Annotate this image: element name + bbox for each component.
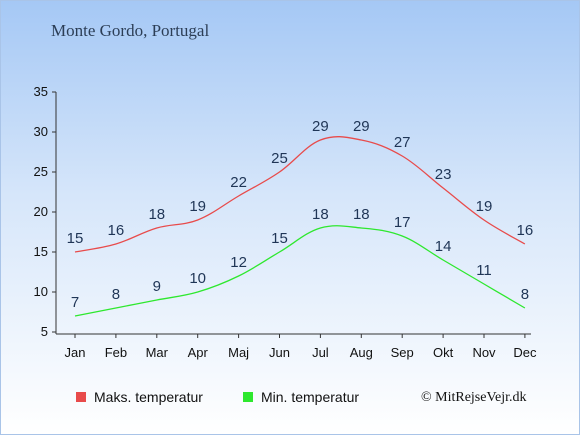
legend-label-min: Min. temperatur xyxy=(261,389,360,405)
data-label: 15 xyxy=(271,230,288,247)
chart-title: Monte Gordo, Portugal xyxy=(51,21,210,40)
data-label: 29 xyxy=(353,118,370,135)
x-tick-label: Jan xyxy=(65,345,86,360)
x-tick-label: Dec xyxy=(513,345,537,360)
data-label: 27 xyxy=(394,134,411,151)
data-label: 8 xyxy=(521,286,529,303)
x-tick-label: Apr xyxy=(188,345,209,360)
y-tick-label: 20 xyxy=(34,204,48,219)
series-line-max xyxy=(74,136,526,253)
x-tick-label: Feb xyxy=(105,345,127,360)
data-label: 19 xyxy=(189,198,206,215)
data-label: 11 xyxy=(476,262,492,279)
x-tick-label: Okt xyxy=(433,345,454,360)
legend-swatch-max xyxy=(76,392,86,402)
data-label: 12 xyxy=(230,254,247,271)
data-label: 9 xyxy=(153,278,161,295)
x-tick-label: Jul xyxy=(312,345,329,360)
legend-item-min: Min. temperatur xyxy=(243,389,359,405)
y-tick-label: 30 xyxy=(34,124,48,139)
data-label: 15 xyxy=(67,230,84,247)
legend-label-max: Maks. temperatur xyxy=(94,389,203,405)
legend-swatch-min xyxy=(243,392,253,402)
data-label: 19 xyxy=(476,198,493,215)
x-tick-label: Sep xyxy=(391,345,414,360)
data-label: 29 xyxy=(312,118,329,135)
y-tick-label: 35 xyxy=(34,84,48,99)
data-label: 7 xyxy=(71,294,79,311)
x-tick-label: Maj xyxy=(228,345,249,360)
legend-item-max: Maks. temperatur xyxy=(76,389,203,405)
copyright-notice: © MitRejseVejr.dk xyxy=(421,390,527,405)
data-label: 18 xyxy=(353,206,370,223)
data-label: 25 xyxy=(271,150,288,167)
data-label: 23 xyxy=(435,166,452,183)
data-label: 18 xyxy=(312,206,329,223)
data-label: 16 xyxy=(517,222,534,239)
x-tick-label: Mar xyxy=(146,345,169,360)
data-label: 18 xyxy=(148,206,165,223)
series-line-min xyxy=(74,225,526,317)
data-label: 22 xyxy=(230,174,247,191)
y-tick-label: 10 xyxy=(34,284,48,299)
y-tick-label: 5 xyxy=(41,324,48,339)
data-label: 16 xyxy=(108,222,125,239)
data-label: 10 xyxy=(189,270,206,287)
data-label: 14 xyxy=(435,238,452,255)
data-label: 8 xyxy=(112,286,120,303)
y-tick-label: 25 xyxy=(34,164,48,179)
y-tick-label: 15 xyxy=(34,244,48,259)
x-tick-label: Jun xyxy=(269,345,290,360)
x-tick-label: Aug xyxy=(350,345,373,360)
x-tick-label: Nov xyxy=(472,345,496,360)
data-label: 17 xyxy=(394,214,411,231)
